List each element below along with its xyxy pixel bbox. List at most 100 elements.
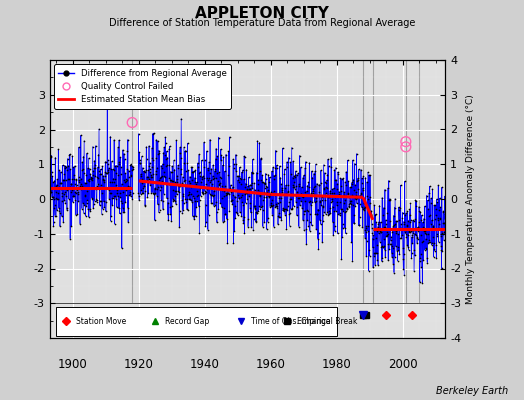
Point — [358, 187, 367, 194]
Point — [362, 228, 370, 235]
Point — [340, 200, 348, 206]
Point — [424, 206, 432, 212]
Point — [329, 190, 337, 197]
Point — [382, 221, 390, 228]
Point — [163, 162, 171, 168]
Point — [216, 200, 224, 206]
Point — [75, 178, 83, 185]
Point — [384, 241, 392, 247]
Point — [264, 218, 272, 225]
Point — [372, 219, 380, 225]
Point — [180, 144, 188, 150]
Point — [264, 172, 272, 178]
Point — [64, 184, 72, 191]
Point — [246, 200, 254, 207]
Point — [387, 237, 395, 243]
Point — [223, 240, 232, 246]
Point — [345, 200, 354, 207]
Point — [429, 224, 437, 230]
Point — [201, 202, 210, 208]
Point — [148, 164, 156, 170]
Point — [260, 184, 269, 191]
Point — [430, 246, 438, 252]
Point — [191, 174, 199, 181]
Point — [384, 231, 392, 238]
Point — [384, 185, 392, 191]
Point — [309, 190, 317, 196]
Point — [249, 216, 258, 222]
Point — [358, 224, 367, 230]
Point — [208, 200, 216, 206]
Point — [377, 229, 385, 235]
Point — [414, 224, 422, 231]
Point — [176, 144, 184, 151]
Point — [255, 193, 264, 200]
Point — [181, 196, 190, 202]
Point — [381, 223, 390, 230]
Point — [323, 209, 331, 215]
Point — [91, 198, 99, 204]
Point — [256, 192, 265, 198]
Point — [398, 226, 406, 232]
Point — [147, 189, 156, 196]
Point — [171, 179, 179, 185]
Point — [308, 199, 316, 205]
Point — [360, 207, 368, 213]
Point — [170, 166, 179, 173]
Point — [53, 176, 61, 182]
Point — [312, 198, 320, 204]
Point — [420, 225, 429, 231]
Point — [144, 167, 152, 173]
Point — [341, 224, 349, 231]
Point — [198, 189, 206, 196]
Point — [361, 235, 369, 241]
Point — [257, 177, 266, 184]
Point — [368, 225, 376, 232]
Point — [201, 157, 209, 164]
Point — [401, 228, 409, 235]
Point — [101, 158, 110, 165]
Point — [307, 222, 315, 228]
Point — [282, 225, 291, 232]
Point — [50, 195, 58, 202]
Point — [417, 232, 425, 238]
Point — [429, 234, 437, 240]
Point — [210, 188, 218, 194]
Point — [183, 160, 191, 166]
Point — [288, 205, 297, 212]
Point — [427, 200, 435, 207]
Point — [305, 160, 313, 166]
Point — [381, 186, 389, 193]
Point — [103, 170, 111, 176]
Point — [151, 185, 159, 191]
Point — [292, 172, 301, 178]
Point — [437, 243, 445, 249]
Point — [321, 170, 329, 176]
Point — [180, 160, 189, 167]
Point — [396, 235, 404, 242]
Point — [413, 240, 421, 246]
Text: 1920: 1920 — [124, 358, 154, 371]
Point — [305, 199, 313, 205]
Point — [342, 207, 350, 214]
Point — [278, 191, 286, 197]
Point — [89, 172, 97, 178]
Point — [334, 211, 343, 218]
Point — [426, 239, 434, 245]
Point — [211, 166, 220, 172]
Point — [318, 194, 326, 200]
Point — [439, 219, 447, 226]
Point — [270, 188, 278, 194]
Point — [329, 204, 337, 210]
Point — [176, 182, 184, 189]
Point — [330, 185, 338, 192]
Point — [288, 206, 296, 212]
Point — [344, 178, 353, 184]
Point — [188, 199, 196, 205]
Point — [173, 182, 182, 188]
Point — [348, 157, 357, 163]
Point — [324, 156, 332, 162]
Point — [318, 203, 326, 209]
Point — [127, 163, 136, 169]
Point — [347, 239, 356, 246]
